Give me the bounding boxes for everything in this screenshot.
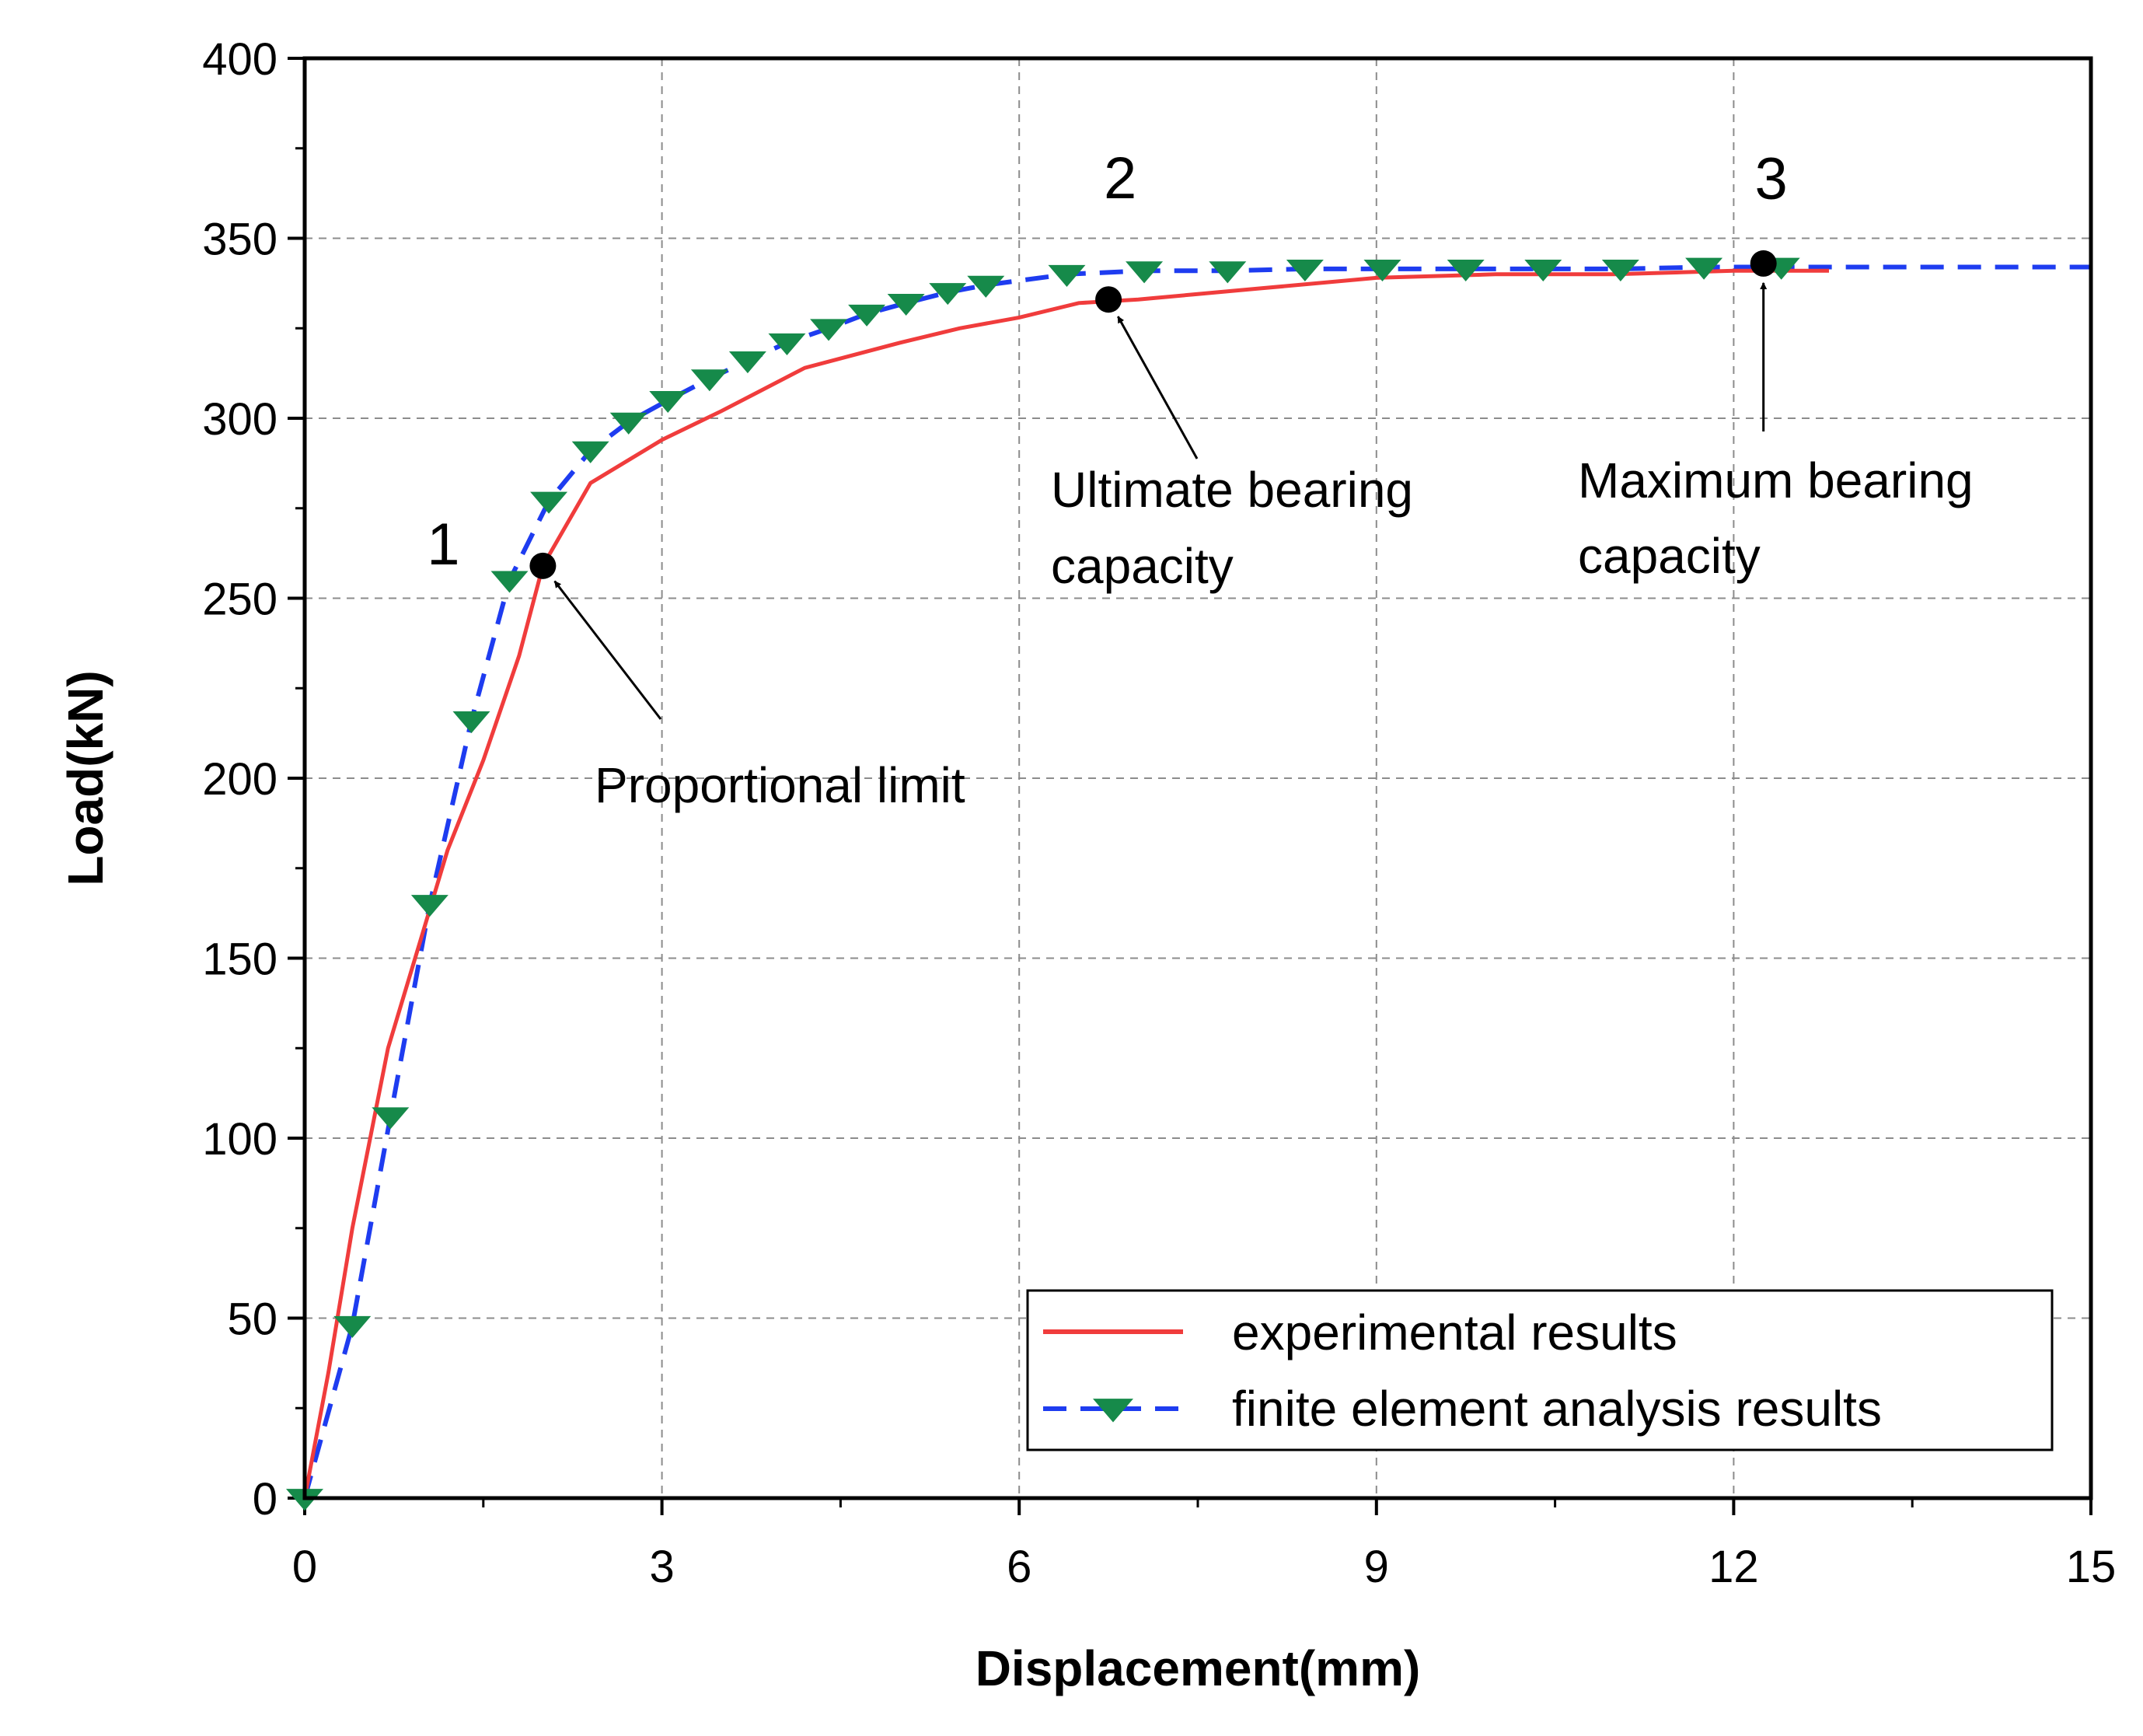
fea-marker	[410, 895, 448, 917]
point-label-1: 1	[427, 512, 459, 578]
y-tick-label: 100	[202, 1114, 277, 1165]
y-tick-label: 200	[202, 754, 277, 805]
y-tick-label: 400	[202, 34, 277, 85]
annotation-ultimate-line1: Ultimate bearing	[1051, 462, 1413, 518]
fea-marker	[887, 293, 925, 316]
annotation-maximum-line2: capacity	[1578, 528, 1761, 584]
annotation-ultimate-line2: capacity	[1051, 538, 1234, 594]
key-point-1	[529, 552, 557, 579]
fea-marker	[1048, 264, 1086, 287]
fea-marker	[571, 441, 609, 463]
fea-marker	[1286, 259, 1324, 282]
key-point-3	[1750, 250, 1777, 277]
y-tick-labels: 0 50 100 150 200 250 300 350 400	[202, 34, 277, 1525]
fea-marker	[1126, 261, 1164, 284]
x-tick-labels: 0 3 6 9 12 15	[292, 1542, 2116, 1592]
y-tick-label: 250	[202, 575, 277, 625]
x-tick-label: 6	[1007, 1542, 1031, 1592]
x-tick-label: 3	[649, 1542, 674, 1592]
annotation-maximum-line1: Maximum bearing	[1578, 452, 1974, 508]
fea-marker	[848, 304, 886, 327]
arrow-proportional-limit	[553, 580, 662, 720]
fea-marker	[530, 491, 568, 514]
fea-marker	[1601, 259, 1639, 282]
fea-marker	[967, 275, 1005, 298]
x-tick-label: 15	[2066, 1542, 2117, 1592]
fea-marker	[768, 333, 806, 355]
series	[302, 264, 2091, 1499]
annotation-proportional-limit: Proportional limit	[595, 757, 965, 813]
x-tick-label: 9	[1364, 1542, 1389, 1592]
fea-marker	[490, 571, 529, 593]
fea-marker	[609, 412, 647, 435]
legend-label-fea: finite element analysis results	[1232, 1381, 1882, 1437]
y-tick-label: 150	[202, 934, 277, 985]
experimental-series-line	[302, 268, 1829, 1499]
y-tick-label: 300	[202, 394, 277, 445]
x-tick-label: 12	[1708, 1542, 1759, 1592]
fea-marker	[1209, 261, 1247, 284]
fea-marker	[649, 390, 687, 414]
legend-box	[1026, 1289, 2054, 1451]
x-tick-label: 0	[292, 1542, 317, 1592]
fea-marker	[452, 711, 490, 734]
legend-swatch-fea-marker	[1093, 1399, 1133, 1423]
point-label-3: 3	[1755, 146, 1788, 212]
fea-marker	[728, 351, 766, 374]
fea-marker	[1685, 257, 1723, 280]
fea-markers	[286, 257, 1800, 1511]
fea-marker	[810, 319, 848, 341]
fea-marker	[1447, 259, 1485, 282]
fea-marker	[1363, 259, 1401, 282]
legend-label-experimental: experimental results	[1232, 1305, 1677, 1361]
y-axis-title: Load(kN)	[58, 670, 113, 885]
fea-marker	[372, 1107, 410, 1130]
arrow-ultimate-bearing	[1116, 316, 1199, 459]
fea-marker	[929, 283, 967, 306]
x-axis-title: Displacement(mm)	[976, 1640, 1421, 1696]
plot-frame	[302, 56, 2093, 1500]
y-tick-label: 350	[202, 215, 277, 265]
fea-marker	[333, 1315, 372, 1338]
point-label-2: 2	[1104, 145, 1136, 211]
major-ticks	[288, 57, 2092, 1515]
legend: experimental results finite element anal…	[1026, 1289, 2054, 1451]
fea-marker	[690, 369, 728, 392]
fea-marker	[1524, 259, 1562, 282]
y-tick-label: 50	[227, 1294, 277, 1345]
y-tick-label: 0	[253, 1474, 277, 1525]
key-point-2	[1095, 286, 1122, 313]
key-points	[529, 250, 1777, 579]
fea-series-line	[302, 264, 2091, 1499]
